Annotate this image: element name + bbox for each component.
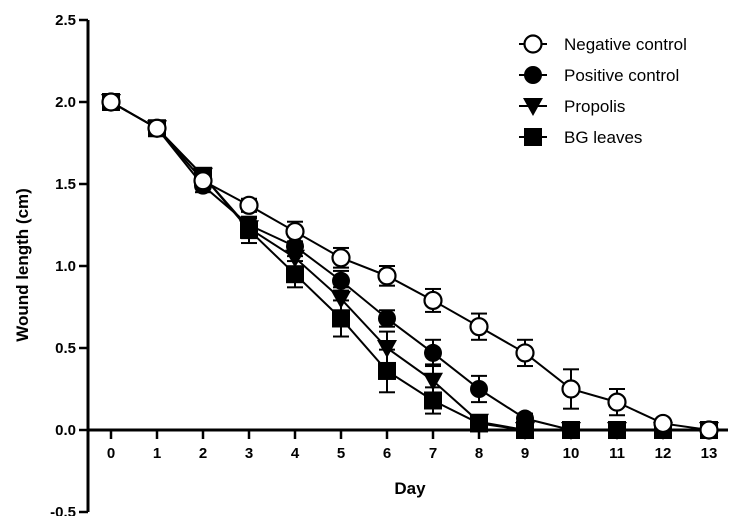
data-point bbox=[515, 343, 535, 363]
x-tick-label: 1 bbox=[153, 445, 161, 462]
x-tick-label: 0 bbox=[107, 445, 115, 462]
legend-item: Positive control bbox=[519, 66, 679, 85]
data-point bbox=[561, 379, 581, 399]
legend-marker bbox=[524, 128, 542, 146]
data-point bbox=[377, 266, 397, 286]
data-point bbox=[562, 421, 580, 439]
data-point bbox=[699, 420, 719, 440]
series-line bbox=[110, 101, 709, 431]
x-tick-label: 13 bbox=[701, 445, 718, 462]
x-tick-label: 6 bbox=[383, 445, 391, 462]
x-tick-label: 12 bbox=[655, 445, 672, 462]
data-point bbox=[424, 391, 442, 410]
legend-label: Propolis bbox=[564, 97, 625, 116]
legend-label: Positive control bbox=[564, 66, 679, 85]
legend-label: Negative control bbox=[564, 35, 687, 54]
axes: -0.50.00.51.01.52.02.50 1 2 3 4 5 6 7 8 9 10 11 12 13 bbox=[50, 12, 728, 516]
data-point bbox=[193, 171, 213, 191]
data-point bbox=[378, 361, 396, 380]
y-tick-label: 1.5 bbox=[55, 176, 76, 193]
x-tick-label: 8 bbox=[475, 445, 483, 462]
y-axis-title: Wound length (cm) bbox=[13, 188, 32, 342]
legend-marker bbox=[523, 98, 543, 116]
data-point bbox=[470, 380, 488, 398]
data-point bbox=[331, 290, 351, 309]
data-point bbox=[240, 216, 258, 234]
series-line bbox=[110, 101, 709, 431]
data-point bbox=[423, 372, 443, 391]
data-point bbox=[515, 422, 535, 440]
x-tick-label: 10 bbox=[563, 445, 580, 462]
y-tick-label: 0.5 bbox=[55, 340, 76, 357]
x-tick-label: 5 bbox=[337, 445, 345, 462]
legend-label: BG leaves bbox=[564, 128, 642, 147]
legend: Negative control Positive control Propolis… bbox=[519, 34, 687, 147]
data-point bbox=[332, 309, 350, 328]
y-tick-label: 2.0 bbox=[55, 94, 76, 111]
data-point bbox=[653, 413, 673, 434]
x-tick-label: 3 bbox=[245, 445, 253, 462]
data-point bbox=[101, 92, 121, 112]
x-tick-label: 2 bbox=[199, 445, 207, 462]
data-point bbox=[285, 249, 305, 268]
x-axis-title: Day bbox=[394, 479, 426, 498]
data-point bbox=[377, 340, 397, 358]
x-tick-label: 9 bbox=[521, 445, 529, 462]
data-point bbox=[469, 413, 489, 432]
legend-item: Propolis bbox=[519, 97, 625, 116]
plot-area bbox=[101, 92, 719, 440]
y-tick-label: -0.5 bbox=[50, 504, 76, 516]
x-tick-label: 7 bbox=[429, 445, 437, 462]
data-point bbox=[285, 221, 305, 242]
data-point bbox=[607, 392, 627, 412]
legend-marker bbox=[523, 34, 543, 54]
data-point bbox=[378, 309, 396, 328]
data-point bbox=[239, 195, 259, 215]
series-line bbox=[110, 101, 710, 431]
series-line bbox=[110, 101, 709, 431]
data-point bbox=[147, 118, 167, 138]
data-point bbox=[331, 248, 351, 268]
data-point bbox=[332, 271, 350, 290]
x-tick-label: 11 bbox=[609, 445, 625, 462]
y-tick-label: 2.5 bbox=[55, 12, 76, 29]
y-tick-label: 0.0 bbox=[55, 422, 76, 439]
data-point bbox=[424, 343, 442, 362]
data-point bbox=[516, 409, 534, 428]
legend-item: BG leaves bbox=[519, 128, 642, 147]
x-tick-label: 4 bbox=[291, 445, 300, 462]
y-tick-label: 1.0 bbox=[55, 258, 76, 275]
data-point bbox=[423, 290, 443, 311]
legend-marker bbox=[524, 66, 542, 84]
data-point bbox=[469, 317, 489, 337]
legend-item: Negative control bbox=[519, 34, 687, 54]
series-negative-control bbox=[101, 92, 719, 440]
data-point bbox=[608, 421, 626, 439]
